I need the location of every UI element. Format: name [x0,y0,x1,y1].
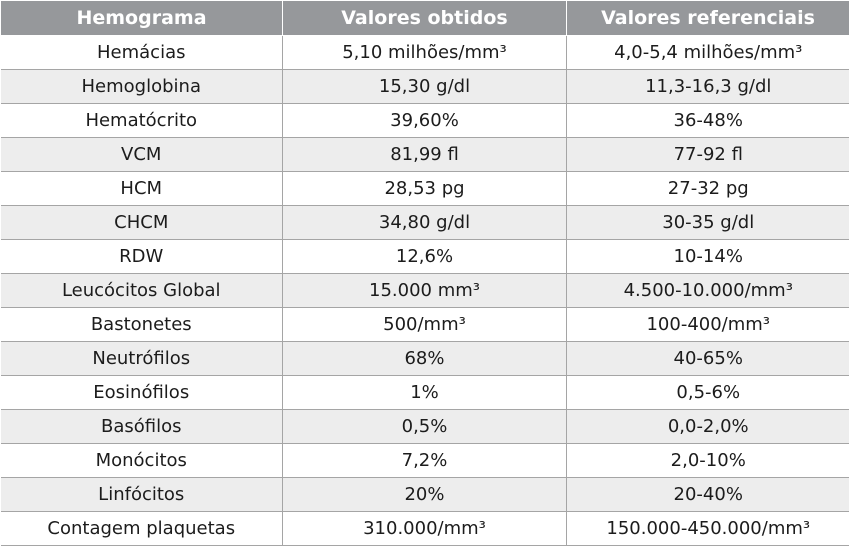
reference-value-cell: 36-48% [566,103,849,138]
table-header: Hemograma Valores obtidos Valores refere… [0,0,849,36]
table-row: HCM 28,53 pg 27-32 pg [0,171,849,206]
obtained-value-cell: 28,53 pg [282,171,567,206]
reference-value-cell: 0,0-2,0% [566,409,849,444]
header-valores-referenciais: Valores referenciais [566,0,849,36]
table-row: Bastonetes 500/mm³ 100-400/mm³ [0,307,849,342]
reference-value-cell: 4,0-5,4 milhões/mm³ [566,35,849,70]
header-row: Hemograma Valores obtidos Valores refere… [0,0,849,36]
reference-value-cell: 150.000-450.000/mm³ [566,511,849,546]
obtained-value-cell: 15.000 mm³ [282,273,567,308]
obtained-value-cell: 500/mm³ [282,307,567,342]
table-row: Hemoglobina 15,30 g/dl 11,3-16,3 g/dl [0,69,849,104]
obtained-value-cell: 68% [282,341,567,376]
parameter-cell: Hemácias [0,35,283,70]
reference-value-cell: 27-32 pg [566,171,849,206]
parameter-cell: Neutrófilos [0,341,283,376]
table-row: Hematócrito 39,60% 36-48% [0,103,849,138]
obtained-value-cell: 5,10 milhões/mm³ [282,35,567,70]
obtained-value-cell: 1% [282,375,567,410]
table-body: Hemácias 5,10 milhões/mm³ 4,0-5,4 milhões/… [0,35,849,546]
reference-value-cell: 11,3-16,3 g/dl [566,69,849,104]
obtained-value-cell: 39,60% [282,103,567,138]
reference-value-cell: 10-14% [566,239,849,274]
parameter-cell: Linfócitos [0,477,283,512]
reference-value-cell: 40-65% [566,341,849,376]
obtained-value-cell: 310.000/mm³ [282,511,567,546]
reference-value-cell: 4.500-10.000/mm³ [566,273,849,308]
parameter-cell: CHCM [0,205,283,240]
parameter-cell: Eosinófilos [0,375,283,410]
reference-value-cell: 100-400/mm³ [566,307,849,342]
table-row: RDW 12,6% 10-14% [0,239,849,274]
parameter-cell: Monócitos [0,443,283,478]
reference-value-cell: 0,5-6% [566,375,849,410]
table-row: Linfócitos 20% 20-40% [0,477,849,512]
table-row: Monócitos 7,2% 2,0-10% [0,443,849,478]
parameter-cell: Basófilos [0,409,283,444]
table-row: CHCM 34,80 g/dl 30-35 g/dl [0,205,849,240]
reference-value-cell: 20-40% [566,477,849,512]
parameter-cell: HCM [0,171,283,206]
obtained-value-cell: 81,99 fl [282,137,567,172]
header-valores-obtidos: Valores obtidos [282,0,567,36]
header-hemograma: Hemograma [0,0,283,36]
parameter-cell: Hematócrito [0,103,283,138]
table-row: Leucócitos Global 15.000 mm³ 4.500-10.000/… [0,273,849,308]
obtained-value-cell: 7,2% [282,443,567,478]
table-row: Contagem plaquetas 310.000/mm³ 150.000-450… [0,511,849,546]
table-row: Eosinófilos 1% 0,5-6% [0,375,849,410]
parameter-cell: VCM [0,137,283,172]
table-row: VCM 81,99 fl 77-92 fl [0,137,849,172]
obtained-value-cell: 0,5% [282,409,567,444]
parameter-cell: Bastonetes [0,307,283,342]
obtained-value-cell: 12,6% [282,239,567,274]
parameter-cell: Contagem plaquetas [0,511,283,546]
table-row: Basófilos 0,5% 0,0-2,0% [0,409,849,444]
table-row: Neutrófilos 68% 40-65% [0,341,849,376]
obtained-value-cell: 34,80 g/dl [282,205,567,240]
parameter-cell: Hemoglobina [0,69,283,104]
obtained-value-cell: 15,30 g/dl [282,69,567,104]
table-row: Hemácias 5,10 milhões/mm³ 4,0-5,4 milhões/… [0,35,849,70]
parameter-cell: RDW [0,239,283,274]
reference-value-cell: 2,0-10% [566,443,849,478]
reference-value-cell: 77-92 fl [566,137,849,172]
parameter-cell: Leucócitos Global [0,273,283,308]
reference-value-cell: 30-35 g/dl [566,205,849,240]
obtained-value-cell: 20% [282,477,567,512]
